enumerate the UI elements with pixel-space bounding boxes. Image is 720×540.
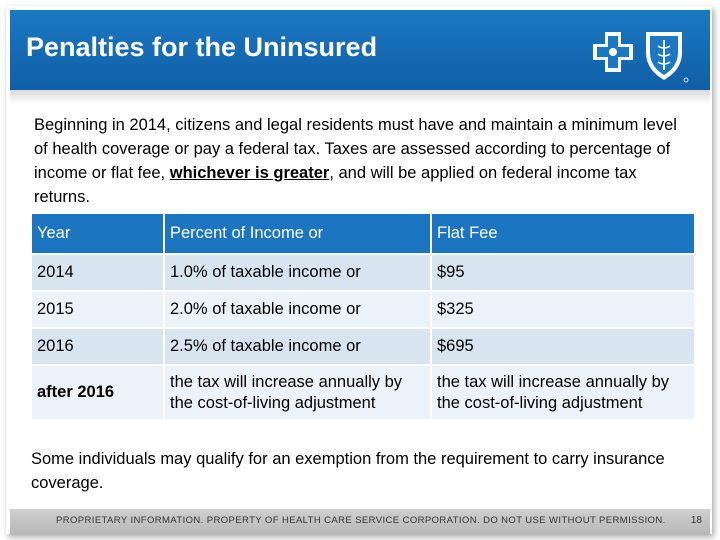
cell-percent: 2.5% of taxable income or — [165, 329, 430, 364]
cell-year: after 2016 — [32, 366, 163, 419]
intro-paragraph: Beginning in 2014, citizens and legal re… — [34, 113, 694, 209]
intro-text-before: Beginning in 2014, citizens and legal re… — [34, 116, 677, 182]
cell-year: 2015 — [32, 292, 163, 327]
penalty-table: Year Percent of Income or Flat Fee 2014 … — [30, 212, 696, 421]
header-year: Year — [32, 214, 163, 253]
cell-percent: 1.0% of taxable income or — [165, 255, 430, 290]
exemption-note: Some individuals may qualify for an exem… — [31, 450, 665, 492]
page-number: 18 — [690, 515, 702, 526]
logo — [588, 28, 698, 86]
title-shadow — [10, 90, 710, 104]
cell-flat-fee: $695 — [432, 329, 694, 364]
cell-percent: 2.0% of taxable income or — [165, 292, 430, 327]
intro-emphasis: whichever is greater — [169, 164, 330, 182]
table-row: 2014 1.0% of taxable income or $95 — [32, 255, 694, 290]
footer-disclaimer: PROPRIETARY INFORMATION. PROPERTY OF HEA… — [56, 515, 666, 526]
intro-text-after: , and will be applied on federal income … — [34, 164, 637, 206]
blue-shield-icon — [646, 32, 682, 80]
table-row: 2016 2.5% of taxable income or $695 — [32, 329, 694, 364]
cell-year: 2014 — [32, 255, 163, 290]
cell-flat-fee: the tax will increase annually by the co… — [432, 366, 694, 419]
cell-percent: the tax will increase annually by the co… — [165, 366, 430, 419]
header-percent: Percent of Income or — [165, 214, 430, 253]
title-bar: Penalties for the Uninsured — [10, 10, 710, 90]
cell-year: 2016 — [32, 329, 163, 364]
table-row: after 2016 the tax will increase annuall… — [32, 366, 694, 419]
cell-flat-fee: $95 — [432, 255, 694, 290]
header-flat-fee: Flat Fee — [432, 214, 694, 253]
footer-bar: PROPRIETARY INFORMATION. PROPERTY OF HEA… — [10, 509, 710, 534]
table-header-row: Year Percent of Income or Flat Fee — [32, 214, 694, 253]
cell-flat-fee: $325 — [432, 292, 694, 327]
page-title: Penalties for the Uninsured — [26, 32, 378, 62]
table-row: 2015 2.0% of taxable income or $325 — [32, 292, 694, 327]
blue-cross-icon — [593, 32, 633, 72]
